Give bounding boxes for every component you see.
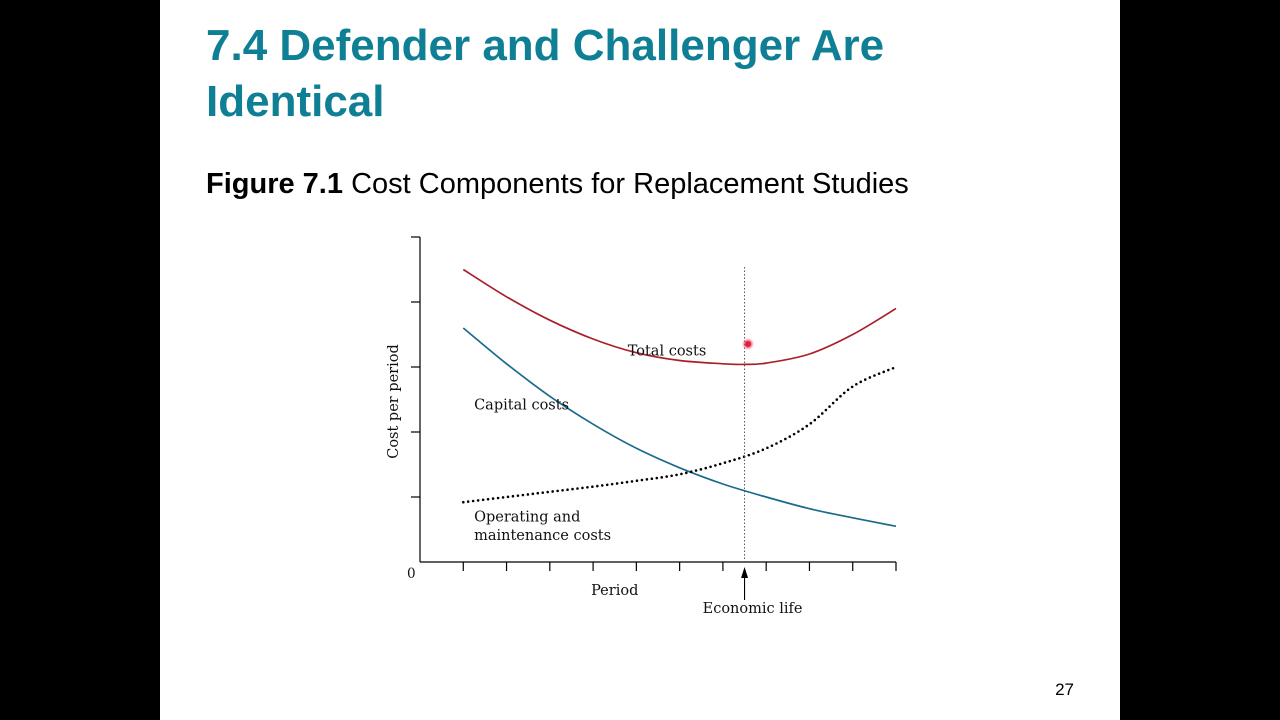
page-number: 27	[1055, 680, 1074, 699]
om-costs-label-line2: maintenance costs	[474, 528, 611, 544]
economic-life-arrow-head	[741, 567, 749, 578]
chart-labels: Total costs Capital costs Operating and mai…	[386, 343, 706, 599]
om-costs-label-line1: Operating and	[474, 510, 580, 526]
chart-ticks	[411, 236, 897, 571]
economic-life-marker: Economic life	[703, 267, 803, 617]
figure-label: Figure 7.1	[206, 168, 343, 200]
capital-costs-label: Capital costs	[474, 397, 569, 413]
slide: 7.4 Defender and Challenger Are Identica…	[160, 0, 1120, 720]
economic-life-label: Economic life	[703, 601, 803, 617]
om-costs-line	[462, 365, 898, 504]
figure-caption-text: Cost Components for Replacement Studies	[351, 168, 909, 200]
total-costs-line	[462, 268, 897, 366]
slide-title: 7.4 Defender and Challenger Are Identica…	[206, 21, 885, 126]
y-axis-label: Cost per period	[386, 344, 402, 459]
total-costs-label: Total costs	[628, 343, 707, 359]
capital-costs-line	[462, 327, 897, 528]
chart-axes	[419, 237, 896, 563]
laser-pointer-dot	[742, 338, 754, 350]
x-axis-label: Period	[591, 583, 638, 599]
figure-caption: Figure 7.1 Cost Components for Replaceme…	[206, 166, 909, 202]
chart-series	[462, 268, 898, 528]
origin-label: 0	[407, 566, 416, 582]
cost-components-chart: Economic life Total costs Capital costs Op…	[386, 236, 898, 617]
